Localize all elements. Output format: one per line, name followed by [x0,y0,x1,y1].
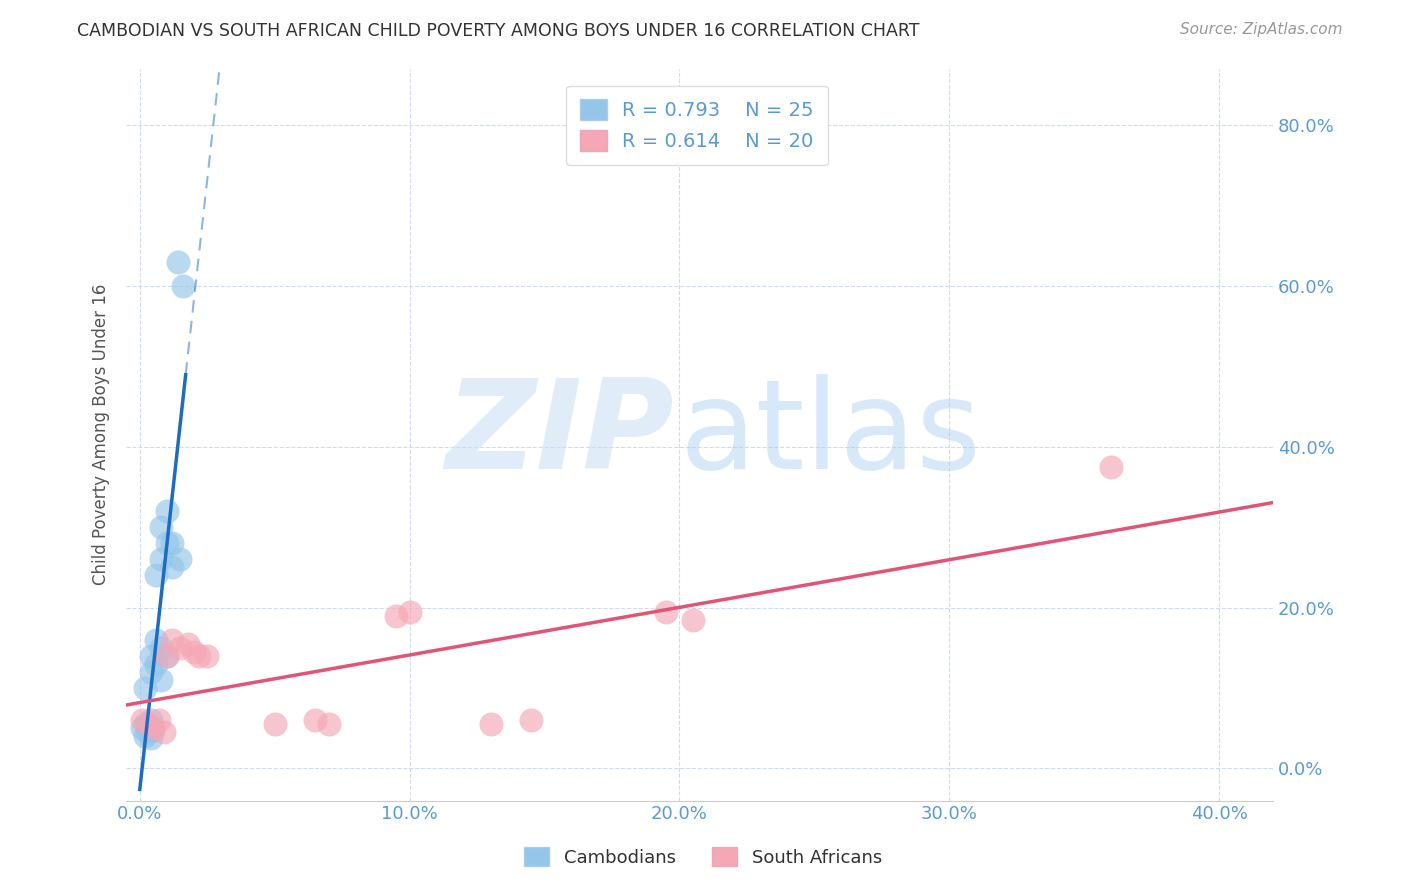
Point [172,278,194,293]
Point [156,648,179,663]
Text: CAMBODIAN VS SOUTH AFRICAN CHILD POVERTY AMONG BOYS UNDER 16 CORRELATION CHART: CAMBODIAN VS SOUTH AFRICAN CHILD POVERTY… [77,22,920,40]
Point [188,648,211,663]
Point [166,254,188,268]
Point [139,731,162,745]
Point [263,717,285,731]
Text: ZIP: ZIP [446,374,675,495]
Point [153,725,176,739]
Point [139,665,162,679]
Point [150,552,173,566]
Point [136,717,159,731]
Point [156,504,179,518]
Point [142,721,165,735]
Point [150,520,173,534]
Point [142,723,165,737]
Point [520,713,543,727]
Point [398,605,420,619]
Point [150,640,173,655]
Point [160,560,183,574]
Point [169,552,191,566]
Point [177,637,200,651]
Point [304,713,326,727]
Legend: R = 0.793    N = 25, R = 0.614    N = 20: R = 0.793 N = 25, R = 0.614 N = 20 [567,86,828,165]
Point [139,713,162,727]
Point [131,721,153,735]
Point [156,648,179,663]
Point [682,613,704,627]
Point [131,713,153,727]
Point [195,648,218,663]
Point [183,645,205,659]
Point [145,632,167,647]
Point [136,725,159,739]
Point [148,713,170,727]
Point [134,717,156,731]
Point [139,648,162,663]
Point [655,605,678,619]
Point [479,717,502,731]
Text: Source: ZipAtlas.com: Source: ZipAtlas.com [1180,22,1343,37]
Point [134,681,156,695]
Point [145,568,167,582]
Point [160,536,183,550]
Y-axis label: Child Poverty Among Boys Under 16: Child Poverty Among Boys Under 16 [93,284,110,585]
Point [169,640,191,655]
Point [385,608,408,623]
Legend: Cambodians, South Africans: Cambodians, South Africans [517,840,889,874]
Text: atlas: atlas [679,374,981,495]
Point [134,729,156,743]
Point [145,657,167,671]
Point [160,632,183,647]
Point [150,673,173,687]
Point [1099,459,1122,474]
Point [318,717,340,731]
Point [156,536,179,550]
